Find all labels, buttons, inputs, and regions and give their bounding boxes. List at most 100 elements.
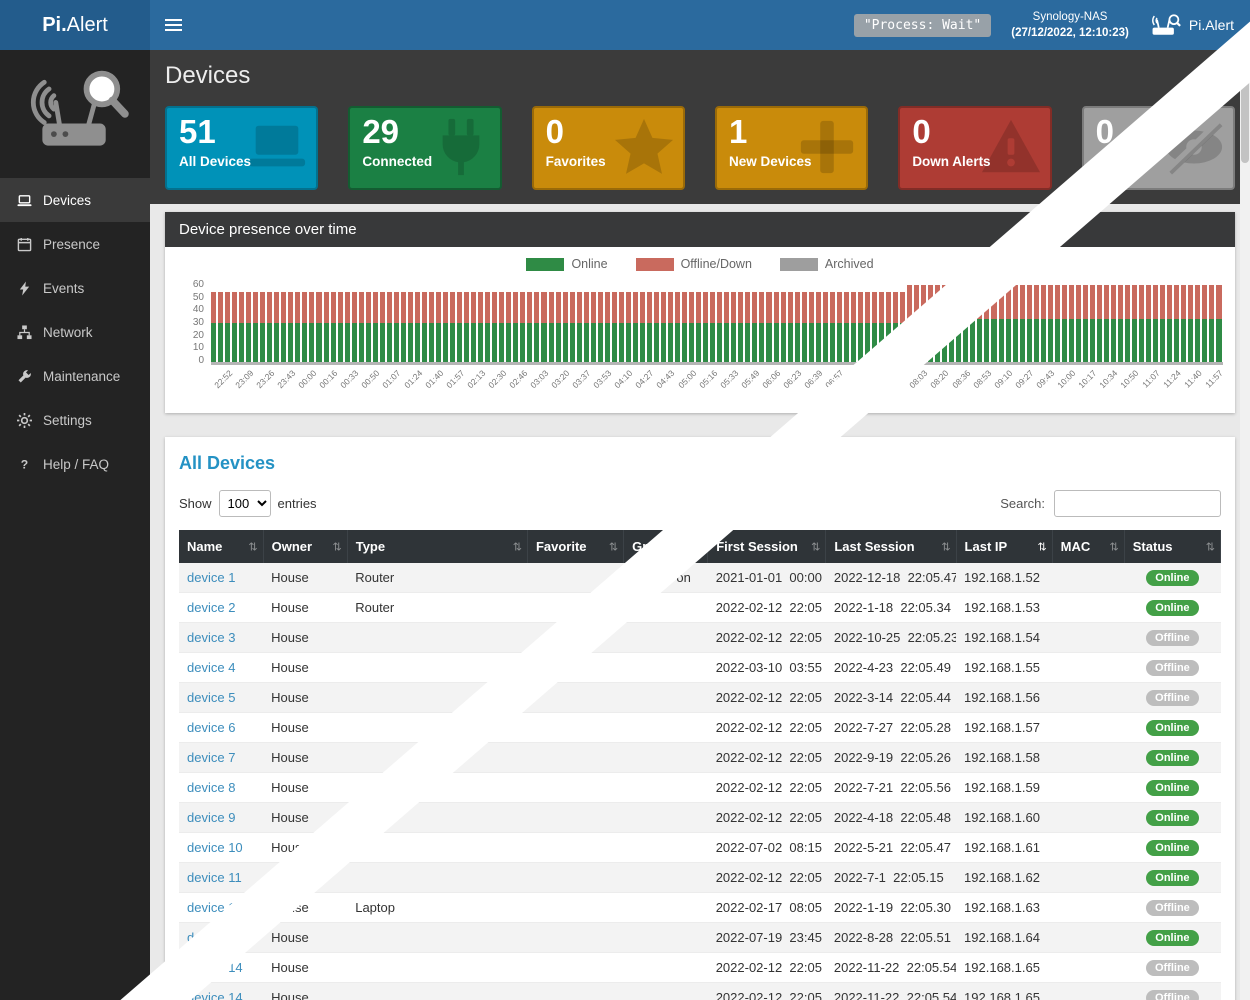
device-name-link[interactable]: device 6 [187,720,236,735]
device-row[interactable]: device 14 House 2022-02-12 22:05 2022-11-22… [179,982,1221,1000]
device-row[interactable]: device 13 House 2022-07-19 23:45 2022-8-28 … [179,922,1221,953]
cell-favorite [527,772,624,803]
chart-bar [1174,285,1180,362]
status-badge: Offline [1145,630,1199,646]
x-axis-label: 05:33 [717,368,741,391]
menu-toggle-button[interactable] [150,0,196,50]
app-logo[interactable]: Pi. Alert [0,0,150,50]
column-header-group[interactable]: Group ⇅ [623,530,709,563]
device-row[interactable]: device 6 House 2022-02-12 22:05 2022-7-27 2… [179,712,1221,743]
cell-status: Online [1124,742,1221,773]
device-name-link[interactable]: device 7 [187,750,236,765]
cell-group: Always on [623,563,708,593]
column-header-status[interactable]: Status ⇅ [1124,530,1222,563]
device-name-link[interactable]: device 12 [187,900,243,915]
device-name-link[interactable]: device 14 [187,960,243,975]
device-row[interactable]: device 1 House Router Always on 2021-01-01 0… [179,563,1221,593]
sidebar-item-settings[interactable]: Settings [0,398,150,442]
device-name-link[interactable]: device 4 [187,660,236,675]
device-name-link[interactable]: device 2 [187,600,236,615]
vertical-scrollbar[interactable] [1240,50,1250,1000]
chart-bar [450,292,456,362]
cell-status: Online [1124,862,1221,893]
sidebar-item-presence[interactable]: Presence [0,222,150,266]
device-row[interactable]: device 7 House 2022-02-12 22:05 2022-9-19 2… [179,742,1221,773]
x-axis-label: 01:07 [380,368,403,391]
device-name-link[interactable]: device 14 [187,990,243,1000]
stat-card-favorites[interactable]: 0 Favorites [531,106,685,190]
stat-card-down-alerts[interactable]: 0 Down Alerts [898,106,1052,190]
question-icon: ? [17,457,32,472]
cell-mac [1052,682,1125,713]
sidebar-item-events[interactable]: Events [0,266,150,310]
device-row[interactable]: device 4 House 2022-03-10 03:55 2022-4-23 2… [179,652,1221,683]
chart-bar [288,292,294,362]
column-header-label: Last Session [834,539,915,554]
cell-owner: House [263,922,348,953]
column-header-owner[interactable]: Owner ⇅ [263,530,348,563]
sort-icon: ⇅ [248,541,258,553]
search-input[interactable] [1054,490,1221,517]
sidebar-item-maintenance[interactable]: Maintenance [0,354,150,398]
sidebar-item-network[interactable]: Network [0,310,150,354]
cell-mac [1052,832,1125,863]
device-row[interactable]: device 14 House 2022-02-12 22:05 2022-11-22… [179,952,1221,983]
device-name-link[interactable]: device 1 [187,570,236,585]
x-axis-label: 04:10 [612,368,635,391]
device-name-link[interactable]: device 3 [187,630,236,645]
device-name-link[interactable]: device 5 [187,690,236,705]
device-name-link[interactable]: device 8 [187,780,236,795]
column-header-type[interactable]: Type ⇅ [347,530,528,563]
device-row[interactable]: device 3 House 2022-02-12 22:05 2022-10-25 … [179,622,1221,653]
cell-first-session: 2022-02-12 22:05 [707,772,826,803]
stat-card-new-devices[interactable]: 1 New Devices [714,106,869,190]
navbar-brand-link[interactable]: Pi.Alert [1149,12,1234,38]
column-header-name[interactable]: Name ⇅ [179,530,264,563]
cell-first-session: 2022-02-17 08:05 [707,892,826,923]
legend-swatch [779,257,818,271]
column-header-last-ip[interactable]: Last IP ⇅ [956,530,1053,563]
sidebar-item-help-faq[interactable]: ? Help / FAQ [0,442,150,486]
x-axis-label: 08:20 [928,368,951,391]
scrollbar-thumb[interactable] [1241,53,1249,163]
chart-bar [780,292,786,362]
cell-owner: House [263,802,348,833]
cell-status: Offline [1124,892,1221,923]
stat-card-all-devices[interactable]: 51 All Devices [165,106,319,190]
device-row[interactable]: device 2 House Router 2022-02-12 22:05 2022-… [179,592,1221,623]
device-row[interactable]: device 9 House 2022-02-12 22:05 2022-4-18 2… [179,802,1221,833]
device-name-link[interactable]: device 13 [187,930,243,945]
column-header-last-session[interactable]: Last Session ⇅ [825,530,957,563]
status-badge: Offline [1145,900,1199,916]
chart-bar [1195,285,1201,362]
cell-type [347,982,528,1000]
column-header-label: Status [1132,539,1173,554]
sidebar-nav: Devices Presence Events Network Maintenance S… [0,178,150,486]
device-row[interactable]: device 8 House 2022-02-12 22:05 2022-7-21 2… [179,772,1221,803]
device-name-link[interactable]: device 9 [187,810,236,825]
chart-bar [794,292,800,362]
stat-card-connected[interactable]: 29 Connected [348,106,502,190]
entries-select[interactable]: 100 [218,490,271,517]
column-header-favorite[interactable]: Favorite ⇅ [527,530,625,563]
sidebar-item-devices[interactable]: Devices [0,178,150,222]
chart-bar [471,292,477,362]
chart-bar [400,292,406,362]
cell-favorite [527,622,624,653]
cell-status: Offline [1124,682,1221,713]
device-row[interactable]: device 11 House 2022-02-12 22:05 2022-7-1 2… [179,862,1221,893]
cell-name: device 2 [179,592,264,623]
device-name-link[interactable]: device 11 [187,870,242,885]
device-row[interactable]: device 10 House 2022-07-02 08:15 2022-5-21 … [179,832,1221,863]
cell-favorite [527,922,624,953]
chart-bar [970,285,976,362]
cell-group [623,862,708,893]
column-header-first-session[interactable]: First Session ⇅ [707,530,827,563]
entries-label: entries [277,496,317,511]
column-header-mac[interactable]: MAC ⇅ [1052,530,1125,563]
device-name-link[interactable]: device 10 [187,840,243,855]
device-row[interactable]: device 12 House Laptop 2022-02-17 08:05 2022… [179,892,1221,923]
chart-bar [372,292,378,362]
device-row[interactable]: device 5 House 2022-02-12 22:05 2022-3-14 2… [179,682,1221,713]
stat-card-archived[interactable]: 0 Archived [1081,106,1235,190]
